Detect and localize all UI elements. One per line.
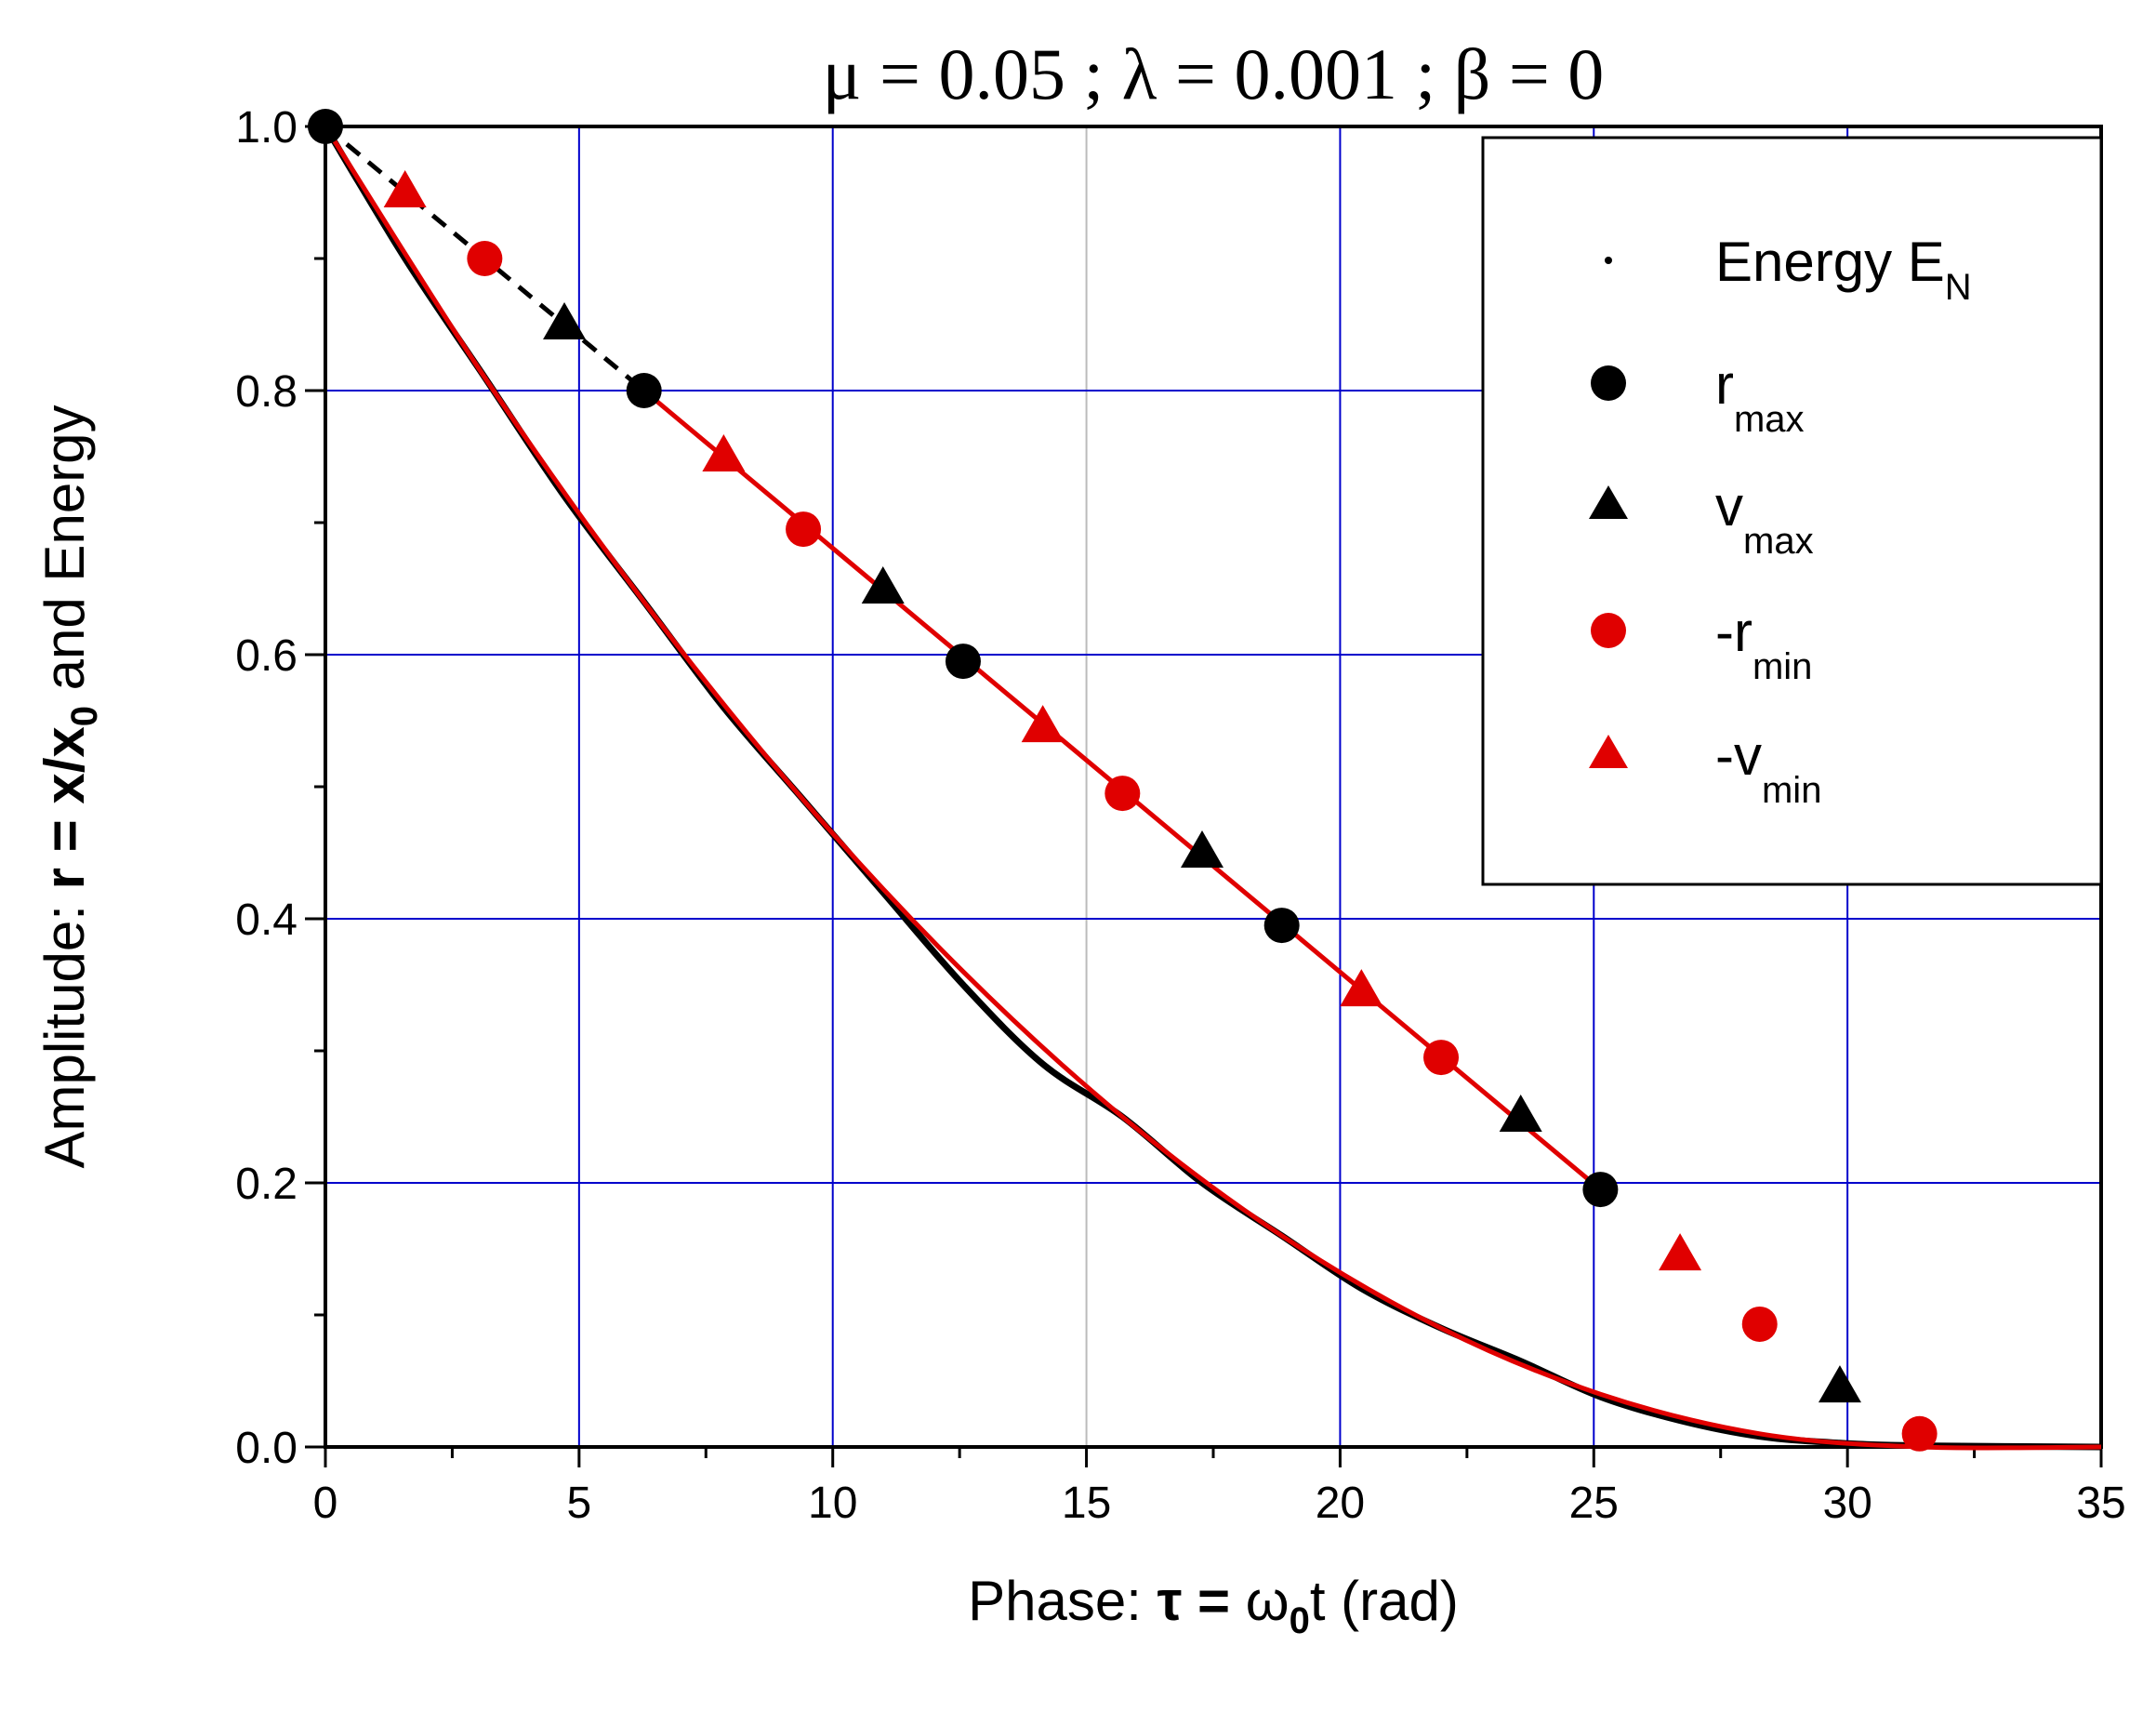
marker-r-max bbox=[945, 644, 981, 680]
x-axis-label-omega-sub: 0 bbox=[1290, 1600, 1310, 1641]
y-axis-label-prefix: Amplitude: bbox=[33, 889, 96, 1168]
marker-neg-r-min bbox=[1901, 1415, 1938, 1452]
y-tick-label: 0.2 bbox=[235, 1160, 298, 1209]
x-tick-label: 15 bbox=[1062, 1479, 1111, 1528]
marker-v-max bbox=[861, 566, 905, 604]
y-tick-label: 0.0 bbox=[235, 1424, 298, 1473]
marker-r-max bbox=[308, 109, 343, 144]
y-axis-label-r-sub: 0 bbox=[64, 706, 105, 726]
marker-v-max bbox=[1180, 830, 1223, 868]
markers-layer bbox=[308, 109, 1938, 1452]
y-axis-label-r: r = x/x bbox=[33, 726, 96, 889]
y-tick-label: 0.8 bbox=[235, 367, 298, 417]
legend-vmin-label: -vmin bbox=[1715, 724, 1821, 811]
marker-r-max bbox=[626, 373, 662, 408]
legend-box bbox=[1481, 136, 2103, 886]
x-axis-label: Phase: τ = ω0t (rad) bbox=[968, 1570, 1459, 1641]
legend-energy-label: Energy EN bbox=[1715, 231, 1972, 308]
marker-neg-v-min bbox=[702, 434, 746, 471]
y-axis-label: Amplitude: r = x/x0 and Energy bbox=[33, 405, 105, 1168]
marker-r-max bbox=[1582, 1172, 1619, 1208]
y-tick-label: 1.0 bbox=[235, 103, 298, 153]
x-tick-label: 5 bbox=[567, 1479, 592, 1528]
x-tick-label: 10 bbox=[808, 1479, 857, 1528]
y-axis-label-rest: and Energy bbox=[33, 405, 96, 706]
x-tick-label: 30 bbox=[1822, 1479, 1872, 1528]
marker-neg-v-min bbox=[1659, 1233, 1702, 1271]
marker-v-max bbox=[1818, 1365, 1861, 1403]
series-line-fit-energy bbox=[323, 125, 2102, 1451]
legend-vmin-marker bbox=[1589, 735, 1628, 768]
x-tick-label: 0 bbox=[313, 1479, 338, 1528]
marker-neg-r-min bbox=[1741, 1306, 1778, 1342]
legend: Energy EN rmax vmax -rmin -vmin bbox=[1481, 136, 2103, 886]
x-tick-label: 35 bbox=[2076, 1479, 2125, 1528]
legend-energy-marker bbox=[1605, 257, 1612, 264]
x-axis-label-tau: τ = bbox=[1157, 1570, 1246, 1632]
legend-vmax-label: vmax bbox=[1715, 475, 1814, 562]
legend-rmax-label: rmax bbox=[1715, 353, 1805, 440]
marker-neg-r-min bbox=[1104, 776, 1141, 812]
x-axis-label-rest: t (rad) bbox=[1310, 1570, 1459, 1632]
marker-neg-v-min bbox=[383, 170, 427, 207]
marker-r-max bbox=[1263, 908, 1300, 944]
marker-neg-r-min bbox=[786, 511, 822, 548]
chart-title: μ = 0.05 ; λ = 0.001 ; β = 0 bbox=[823, 33, 1605, 114]
marker-v-max bbox=[543, 302, 587, 339]
marker-v-max bbox=[1499, 1095, 1542, 1132]
x-tick-label: 20 bbox=[1316, 1479, 1365, 1528]
y-tick-label: 0.4 bbox=[235, 896, 298, 945]
legend-rmin-label: -rmin bbox=[1715, 601, 1812, 687]
marker-neg-v-min bbox=[1340, 969, 1383, 1007]
legend-rmin-marker bbox=[1591, 613, 1626, 648]
ticks-layer: 0 5 10 15 20 25 30 35 0.0 0.2 0.4 0.6 0.8 1.0 bbox=[235, 103, 2125, 1528]
x-tick-label: 25 bbox=[1569, 1479, 1619, 1528]
y-tick-label: 0.6 bbox=[235, 631, 298, 681]
x-axis-label-omega: ω bbox=[1246, 1570, 1290, 1632]
marker-neg-r-min bbox=[1423, 1040, 1460, 1076]
marker-neg-r-min bbox=[467, 241, 503, 276]
legend-rmax-marker bbox=[1591, 365, 1626, 401]
x-axis-label-prefix: Phase: bbox=[968, 1570, 1157, 1632]
legend-vmax-marker bbox=[1589, 485, 1628, 519]
marker-neg-v-min bbox=[1021, 705, 1065, 743]
